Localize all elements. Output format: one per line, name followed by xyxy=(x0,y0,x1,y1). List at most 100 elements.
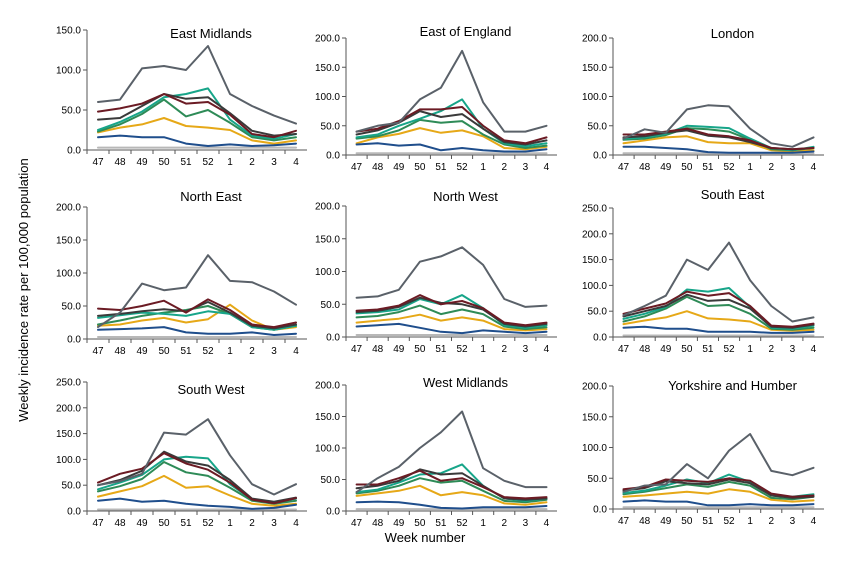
x-tick-label: 1 xyxy=(227,157,233,168)
series-line xyxy=(622,293,815,329)
x-tick-label: 1 xyxy=(480,518,486,529)
x-tick-label: 2 xyxy=(501,162,507,173)
chart-title: Yorkshire and Humber xyxy=(668,378,798,393)
y-tick-label: 0.0 xyxy=(593,151,607,162)
y-tick-label: 0.0 xyxy=(593,505,607,516)
y-tick-label: 0.0 xyxy=(593,333,607,344)
x-tick-label: 47 xyxy=(351,162,363,173)
y-tick-label: 50.0 xyxy=(588,474,608,485)
x-tick-label: 50 xyxy=(681,516,693,527)
series-line xyxy=(355,118,548,149)
x-tick-label: 2 xyxy=(501,344,507,355)
x-tick-label: 48 xyxy=(114,157,126,168)
y-tick-label: 150.0 xyxy=(582,63,607,74)
x-tick-label: 4 xyxy=(811,162,817,173)
series-line xyxy=(97,45,297,125)
y-tick-label: 50.0 xyxy=(588,307,608,318)
y-tick-label: 100.0 xyxy=(56,455,81,466)
y-tick-label: 0.0 xyxy=(326,333,340,344)
x-tick-label: 52 xyxy=(202,346,214,357)
x-tick-label: 51 xyxy=(435,344,447,355)
series-line xyxy=(622,433,815,493)
series-line xyxy=(97,87,297,140)
x-tick-label: 3 xyxy=(790,344,796,355)
y-tick-label: 100.0 xyxy=(315,267,340,278)
x-tick-label: 4 xyxy=(811,344,817,355)
x-tick-label: 4 xyxy=(293,518,299,529)
x-tick-label: 1 xyxy=(747,162,753,173)
x-tick-label: 52 xyxy=(723,516,735,527)
x-tick-label: 51 xyxy=(702,344,714,355)
chart-title: South East xyxy=(701,187,765,202)
x-tick-label: 4 xyxy=(544,518,550,529)
series-line xyxy=(355,477,548,504)
x-tick-label: 47 xyxy=(92,518,104,529)
x-tick-label: 4 xyxy=(811,516,817,527)
series-line xyxy=(355,304,548,331)
x-tick-label: 1 xyxy=(747,516,753,527)
series-line xyxy=(355,127,548,151)
y-tick-label: 150.0 xyxy=(582,412,607,423)
chart-title: London xyxy=(711,26,754,41)
series-line xyxy=(97,497,297,510)
series-line xyxy=(355,313,548,332)
series-line xyxy=(97,254,297,329)
series-line xyxy=(355,484,548,506)
series-line xyxy=(622,325,815,334)
series-line xyxy=(622,290,815,328)
x-tick-label: 52 xyxy=(456,162,468,173)
y-tick-label: 150.0 xyxy=(56,236,81,247)
x-tick-label: 47 xyxy=(618,162,630,173)
x-tick-label: 47 xyxy=(351,344,363,355)
x-tick-label: 52 xyxy=(456,344,468,355)
chart-panel: 0.0 50.0 100.0 150.0 200.0 47 48 49 50 51 52 1 2 3 4 Yo… xyxy=(582,378,824,527)
chart-panel: 0.0 50.0 100.0 150.0 47 48 49 50 51 52 1 2 3 4 East Mi… xyxy=(56,26,307,168)
y-tick-label: 100.0 xyxy=(315,444,340,455)
series-line xyxy=(622,488,815,503)
x-tick-label: 4 xyxy=(544,344,550,355)
series-line xyxy=(355,468,548,501)
series-line xyxy=(355,49,548,133)
x-tick-label: 3 xyxy=(523,344,529,355)
chart-panel: 0.0 50.0 100.0 150.0 200.0 250.0 47 48 49 50 51 52 1… xyxy=(56,378,307,529)
series-line xyxy=(97,450,297,503)
y-tick-label: 150.0 xyxy=(315,412,340,423)
chart-title: West Midlands xyxy=(423,375,509,390)
series-line xyxy=(97,474,297,507)
y-tick-label: 0.0 xyxy=(326,151,340,162)
x-tick-label: 50 xyxy=(681,162,693,173)
y-tick-label: 200.0 xyxy=(56,203,81,214)
x-tick-label: 2 xyxy=(249,518,255,529)
y-tick-label: 0.0 xyxy=(326,507,340,518)
y-tick-label: 200.0 xyxy=(56,403,81,414)
x-tick-label: 3 xyxy=(790,162,796,173)
chart-panel: 0.0 50.0 100.0 150.0 200.0 47 48 49 50 51 52 1 2 3 4 No… xyxy=(56,189,307,357)
series-line xyxy=(622,310,815,332)
y-tick-label: 200.0 xyxy=(315,34,340,45)
series-line xyxy=(355,142,548,153)
series-line xyxy=(355,500,548,510)
series-line xyxy=(622,477,815,498)
x-tick-label: 49 xyxy=(660,516,672,527)
x-tick-label: 1 xyxy=(480,162,486,173)
x-tick-label: 4 xyxy=(293,157,299,168)
chart-title: East of England xyxy=(420,24,512,39)
series-line xyxy=(622,135,815,153)
x-tick-label: 50 xyxy=(681,344,693,355)
x-tick-label: 51 xyxy=(702,162,714,173)
series-line xyxy=(97,93,297,139)
x-tick-label: 4 xyxy=(293,346,299,357)
y-axis-label: Weekly incidence rate per 100,000 popula… xyxy=(16,158,31,422)
x-tick-label: 47 xyxy=(351,518,363,529)
x-tick-label: 2 xyxy=(768,516,774,527)
y-tick-label: 200.0 xyxy=(315,381,340,392)
y-tick-label: 0.0 xyxy=(67,335,81,346)
x-tick-label: 51 xyxy=(180,157,192,168)
x-tick-label: 52 xyxy=(456,518,468,529)
series-line xyxy=(355,98,548,148)
series-line xyxy=(97,98,297,142)
y-tick-label: 0.0 xyxy=(67,146,81,157)
chart-panel: 0.0 50.0 100.0 150.0 200.0 47 48 49 50 51 52 1 2 3 4 Ea… xyxy=(315,24,557,173)
chart-panel: 0.0 50.0 100.0 150.0 200.0 47 48 49 50 51 52 1 2 3 4 Lo… xyxy=(582,26,824,173)
x-tick-label: 49 xyxy=(136,346,148,357)
